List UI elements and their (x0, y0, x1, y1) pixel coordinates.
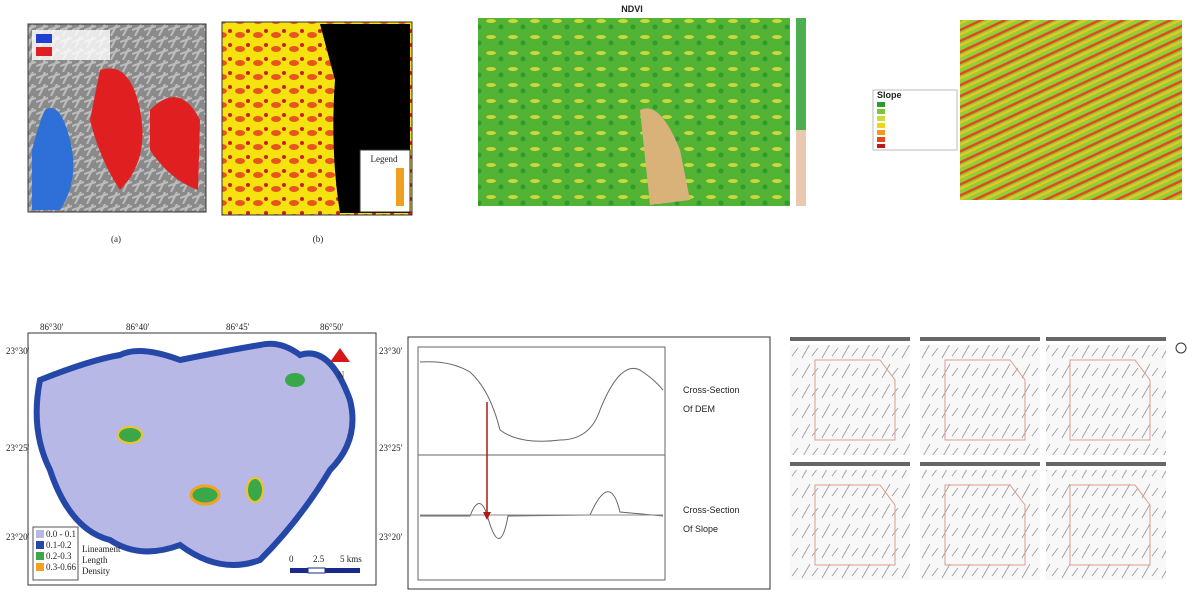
scale-label: 0 (289, 554, 294, 564)
legend-title: Slope (877, 90, 902, 100)
map-title: NDVI (621, 4, 643, 14)
map-title: Length (82, 555, 108, 565)
cross-section: Cross-Section Of DEM Cross-Section Of Sl… (408, 337, 770, 589)
coord-label: 86°50' (320, 322, 344, 332)
panel-b: Legend (b) (222, 22, 412, 244)
coord-label: 23°20' (6, 532, 30, 542)
ndvi-map: NDVI (478, 4, 806, 206)
coord-label: 23°20' (379, 532, 403, 542)
collage: (a) Legend (b) NDVI Slope (0, 0, 1194, 592)
cross-section-label: Of DEM (683, 404, 715, 414)
legend-item: 0.0 - 0.1 (46, 529, 76, 539)
legend-item: 0.2-0.3 (46, 551, 72, 561)
cross-section-label: Cross-Section (683, 385, 740, 395)
scale-label: 5 kms (340, 554, 362, 564)
panel-a: (a) (28, 24, 206, 244)
coord-label: 23°30' (379, 346, 403, 356)
scale-label: 2.5 (313, 554, 325, 564)
cross-section-label: Of Slope (683, 524, 718, 534)
lineament-map: N 0.0 - 0.1 0.1-0.2 0.2-0.3 0.3-0.66 Lin… (6, 322, 403, 585)
coord-label: 86°30' (40, 322, 64, 332)
lineament-grids (790, 337, 1186, 580)
coord-label: 86°45' (226, 322, 250, 332)
coord-label: 86°40' (126, 322, 150, 332)
coord-label: 23°25' (379, 443, 403, 453)
map-title: Density (82, 566, 110, 576)
cross-section-label: Cross-Section (683, 505, 740, 515)
legend-item: 0.3-0.66 (46, 562, 76, 572)
north-arrow: N (338, 370, 345, 380)
legend-item: 0.1-0.2 (46, 540, 72, 550)
panel-label: (b) (313, 234, 324, 244)
map-title: Lineament (82, 544, 121, 554)
panel-label: (a) (111, 234, 121, 244)
slope-map: Slope (873, 20, 1182, 200)
coord-label: 23°30' (6, 346, 30, 356)
coord-label: 23°25' (6, 443, 30, 453)
legend-title: Legend (371, 154, 398, 164)
